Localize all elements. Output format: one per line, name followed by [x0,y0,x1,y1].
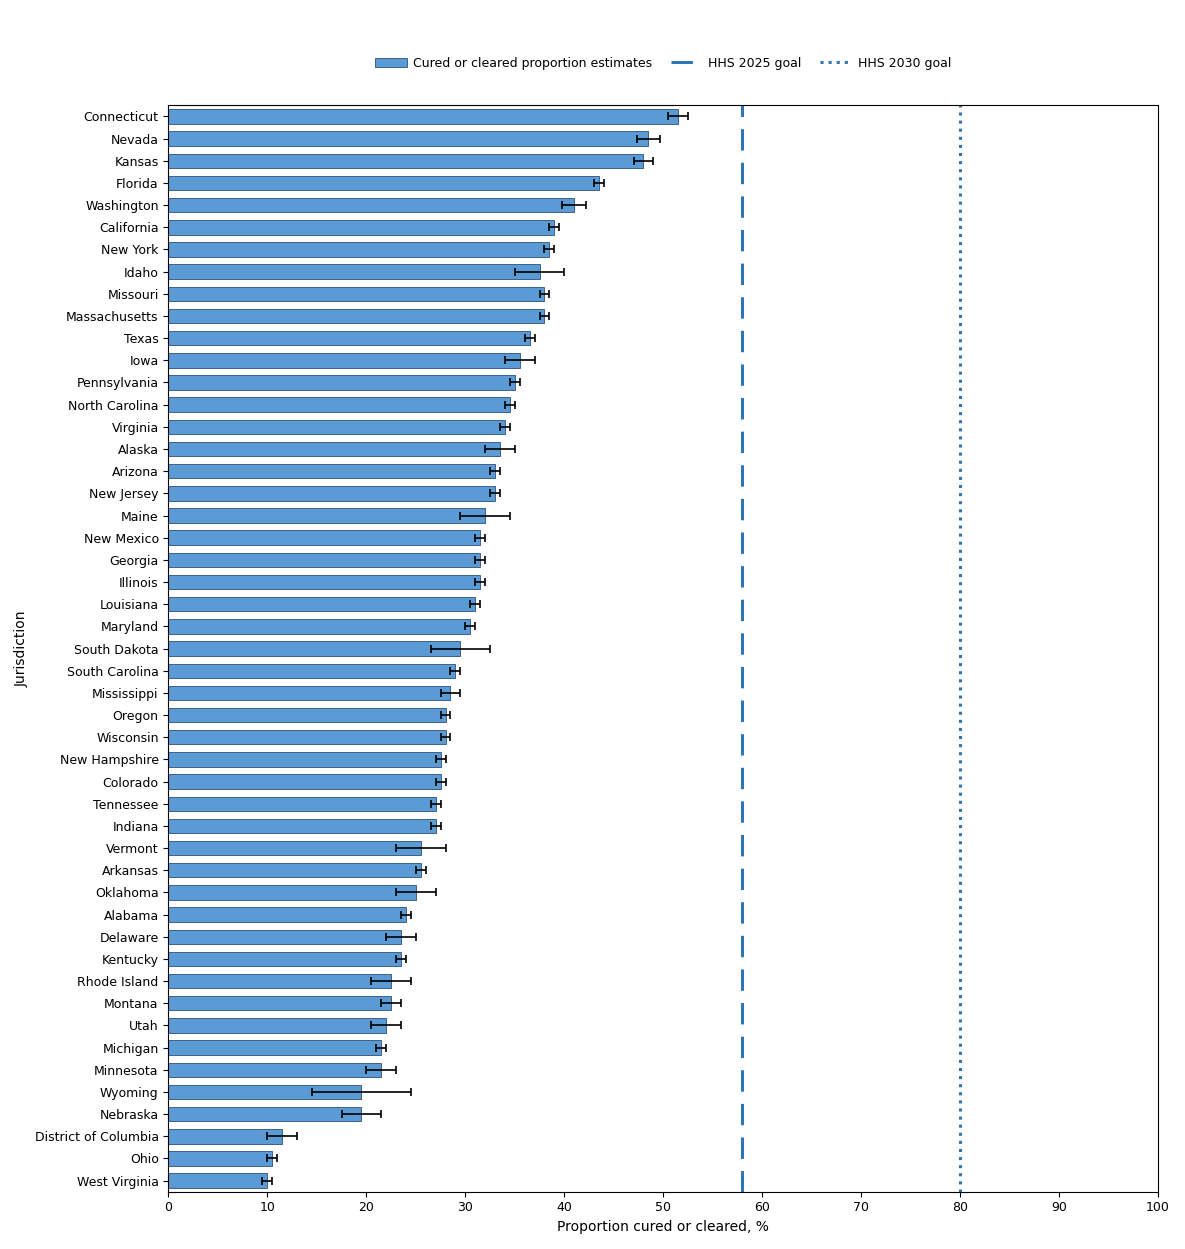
Bar [168,552,480,567]
Bar [168,641,460,656]
Bar [168,176,598,190]
Bar [168,1152,273,1165]
Bar [168,442,500,456]
Bar [168,907,406,922]
Bar [168,620,470,633]
Bar [168,774,441,789]
Bar [168,265,539,279]
Bar [168,353,520,367]
Bar [168,663,455,678]
Bar [168,818,436,833]
Bar [168,1084,361,1099]
Bar [168,463,495,478]
Bar [168,1040,382,1055]
Bar [168,508,485,523]
Bar [168,109,678,124]
Bar [168,286,544,301]
Bar [168,797,436,811]
Legend: Cured or cleared proportion estimates, HHS 2025 goal, HHS 2030 goal: Cured or cleared proportion estimates, H… [370,52,956,75]
Bar [168,1129,282,1144]
Bar [168,929,401,944]
Bar [168,1173,268,1188]
Bar [168,375,514,390]
Bar [168,708,446,722]
Bar [168,841,421,856]
Bar [168,1063,382,1077]
X-axis label: Proportion cured or cleared, %: Proportion cured or cleared, % [557,1220,769,1234]
Bar [168,486,495,501]
Bar [168,331,530,346]
Bar [168,752,441,767]
Bar [168,575,480,590]
Bar [168,154,643,169]
Bar [168,131,648,146]
Bar [168,397,510,412]
Y-axis label: Jurisdiction: Jurisdiction [15,611,28,687]
Bar [168,309,544,323]
Bar [168,729,446,744]
Bar [168,197,575,212]
Bar [168,952,401,967]
Bar [168,686,450,701]
Bar [168,242,550,257]
Bar [168,886,416,899]
Bar [168,974,391,988]
Bar [168,1018,386,1033]
Bar [168,420,505,435]
Bar [168,995,391,1010]
Bar [168,1107,361,1122]
Bar [168,863,421,878]
Bar [168,531,480,545]
Bar [168,597,475,612]
Bar [168,220,555,235]
